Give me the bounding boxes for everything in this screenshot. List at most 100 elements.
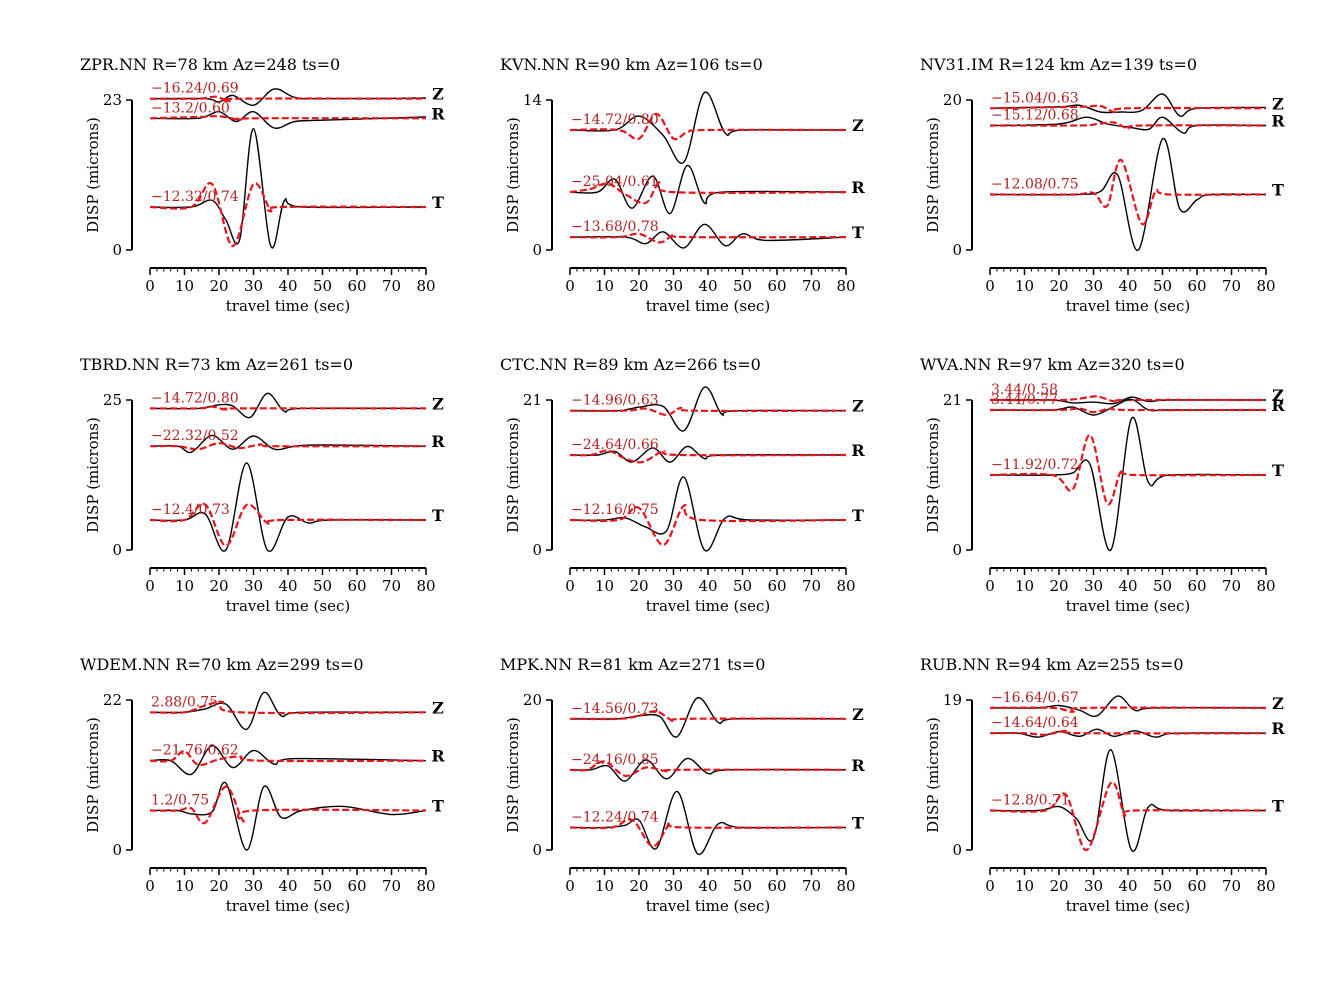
- component-label: Z: [852, 116, 864, 135]
- observed-trace-t: [569, 790, 847, 855]
- x-tick-label: 70: [382, 577, 401, 595]
- component-label: R: [431, 747, 445, 766]
- component-label: Z: [1272, 386, 1284, 405]
- fit-annotation: 1.2/0.75: [151, 792, 209, 808]
- fit-annotation: −21.76/0.62: [151, 743, 239, 759]
- x-tick-label: 10: [1015, 577, 1034, 595]
- component-label: T: [852, 223, 864, 242]
- synthetic-trace-t: [149, 785, 427, 825]
- fit-annotation: 3.44/0.77: [991, 392, 1058, 408]
- x-axis-label: travel time (sec): [1066, 897, 1190, 915]
- x-tick-label: 40: [278, 277, 297, 295]
- component-label: R: [851, 756, 865, 775]
- x-tick-label: 30: [244, 577, 263, 595]
- synthetic-trace-r: [569, 449, 847, 464]
- observed-trace-r: [569, 445, 847, 463]
- x-tick-label: 60: [1187, 877, 1206, 895]
- synthetic-trace-r: [149, 115, 427, 121]
- x-tick-label: 40: [698, 577, 717, 595]
- observed-trace-t: [149, 462, 427, 553]
- x-tick-label: 60: [347, 877, 366, 895]
- component-label: Z: [432, 394, 444, 413]
- component-label: T: [1272, 181, 1284, 200]
- synthetic-trace-r: [149, 442, 427, 451]
- x-tick-label: 70: [802, 577, 821, 595]
- x-tick-label: 10: [175, 577, 194, 595]
- y-axis-label: DISP (microns): [924, 117, 942, 233]
- y-tick-label: 0: [532, 541, 542, 559]
- y-tick-label: 0: [532, 241, 542, 259]
- x-tick-label: 20: [1049, 277, 1068, 295]
- x-tick-label: 70: [802, 277, 821, 295]
- y-axis-label: DISP (microns): [504, 417, 522, 533]
- fit-annotation: −24.16/0.85: [571, 752, 659, 768]
- x-tick-label: 20: [629, 277, 648, 295]
- fit-annotation: −13.2/0.60: [151, 100, 230, 116]
- x-tick-label: 60: [767, 277, 786, 295]
- y-axis-label: DISP (microns): [84, 717, 102, 833]
- x-tick-label: 60: [767, 877, 786, 895]
- x-axis-label: travel time (sec): [226, 297, 350, 315]
- fit-annotation: −15.12/0.68: [991, 108, 1079, 124]
- component-label: T: [432, 193, 444, 212]
- observed-trace-t: [569, 476, 847, 552]
- synthetic-trace-z: [569, 406, 847, 417]
- x-tick-label: 20: [209, 877, 228, 895]
- x-tick-label: 10: [595, 577, 614, 595]
- panel-title: CTC.NN R=89 km Az=266 ts=0: [500, 355, 761, 374]
- fit-annotation: −25.04/0.61: [571, 174, 659, 190]
- synthetic-trace-t: [569, 503, 847, 547]
- observed-trace-r: [569, 164, 847, 215]
- x-tick-label: 0: [565, 277, 575, 295]
- x-axis-label: travel time (sec): [646, 297, 770, 315]
- fit-annotation: −12.24/0.74: [571, 810, 659, 826]
- x-tick-label: 0: [985, 877, 995, 895]
- x-tick-label: 30: [1084, 577, 1103, 595]
- component-label: T: [432, 796, 444, 815]
- y-tick-label: 0: [952, 541, 962, 559]
- component-label: T: [852, 506, 864, 525]
- y-axis-label: DISP (microns): [84, 417, 102, 533]
- fit-annotation: −14.72/0.80: [151, 390, 239, 406]
- x-axis-label: travel time (sec): [226, 597, 350, 615]
- y-axis-label: DISP (microns): [84, 117, 102, 233]
- observed-trace-r: [149, 110, 427, 129]
- panel-title: NV31.IM R=124 km Az=139 ts=0: [920, 55, 1197, 74]
- component-label: R: [851, 178, 865, 197]
- fit-annotation: −14.64/0.64: [991, 715, 1079, 731]
- x-tick-label: 40: [698, 277, 717, 295]
- observed-trace-t: [149, 127, 427, 249]
- x-tick-label: 20: [209, 277, 228, 295]
- x-tick-label: 10: [175, 277, 194, 295]
- observed-trace-z: [989, 93, 1267, 117]
- x-tick-label: 0: [985, 277, 995, 295]
- x-tick-label: 50: [733, 277, 752, 295]
- x-tick-label: 50: [733, 877, 752, 895]
- synthetic-trace-t: [149, 502, 427, 547]
- component-label: Z: [852, 705, 864, 724]
- fit-annotation: −14.96/0.63: [571, 393, 659, 409]
- x-tick-label: 30: [664, 277, 683, 295]
- x-axis-label: travel time (sec): [646, 897, 770, 915]
- y-tick-label: 0: [112, 541, 122, 559]
- x-tick-label: 40: [1118, 577, 1137, 595]
- x-tick-label: 10: [595, 877, 614, 895]
- synthetic-trace-z: [149, 95, 427, 103]
- x-tick-label: 20: [629, 577, 648, 595]
- observed-trace-t: [989, 138, 1267, 251]
- x-axis-label: travel time (sec): [1066, 297, 1190, 315]
- x-tick-label: 80: [416, 277, 435, 295]
- x-tick-label: 60: [347, 577, 366, 595]
- x-tick-label: 70: [802, 877, 821, 895]
- x-tick-label: 30: [664, 577, 683, 595]
- synthetic-trace-t: [989, 781, 1267, 852]
- y-axis-label: DISP (microns): [504, 117, 522, 233]
- panel-title: KVN.NN R=90 km Az=106 ts=0: [500, 55, 763, 74]
- fit-annotation: −14.56/0.73: [571, 701, 659, 717]
- synthetic-trace-z: [569, 112, 847, 141]
- x-tick-label: 40: [1118, 877, 1137, 895]
- fit-annotation: −12.8/0.71: [991, 793, 1070, 809]
- synthetic-trace-r: [989, 407, 1267, 414]
- y-tick-label: 14: [523, 91, 542, 109]
